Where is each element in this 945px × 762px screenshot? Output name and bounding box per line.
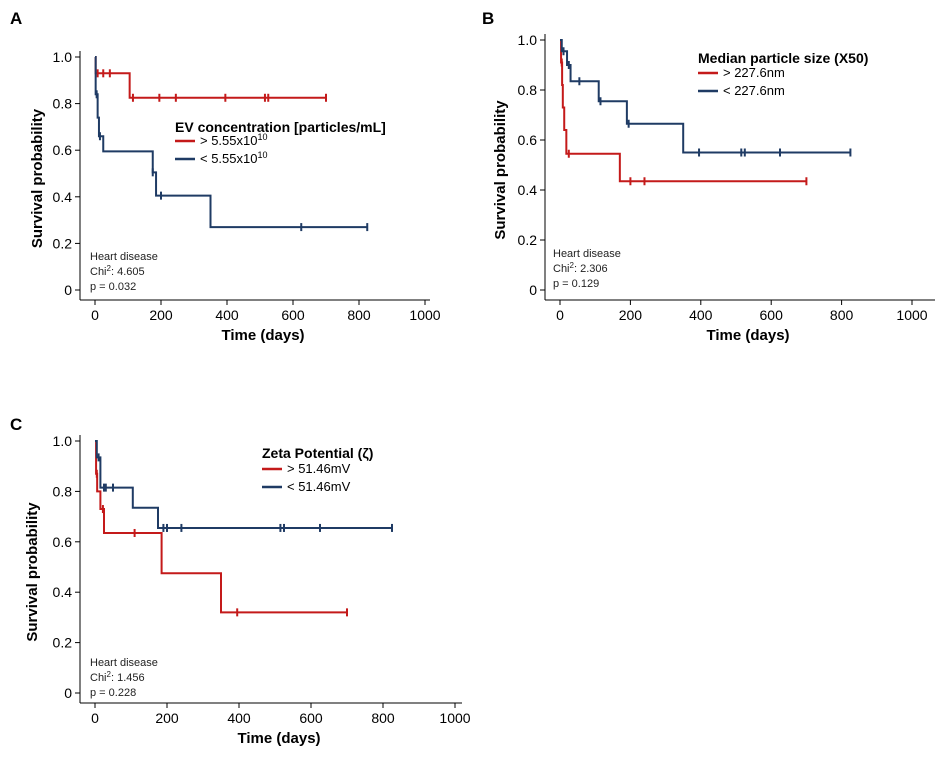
panel-b-y-label: Survival probability — [492, 100, 509, 240]
panel-a-stats-disease: Heart disease — [90, 251, 158, 263]
panel-a-y-tick-label: 0.8 — [53, 96, 73, 112]
panel-b-letter: B — [482, 9, 494, 28]
panel-c-x-tick-label: 800 — [371, 710, 395, 726]
panel-a-legend-label: > 5.55x1010 — [200, 132, 267, 148]
panel-c-series-blue-line — [95, 440, 392, 529]
panel-b-stats-chi: Chi2: 2.306 — [553, 261, 608, 275]
panel-c-y-tick-label: 1.0 — [53, 433, 73, 449]
panel-b-y-tick-label: 0.4 — [518, 182, 538, 198]
panel-b-y-tick-label: 0.2 — [518, 232, 538, 248]
panel-c-x-tick-label: 0 — [91, 710, 99, 726]
panel-a-x-tick-label: 600 — [281, 307, 305, 323]
panel-c-y-tick-label: 0.8 — [53, 483, 73, 499]
panel-a-x-tick-label: 800 — [347, 307, 371, 323]
panel-b-x-label: Time (days) — [706, 327, 789, 344]
panel-c-y-tick-label: 0.6 — [53, 534, 73, 550]
panel-b-legend-label: < 227.6nm — [723, 83, 785, 98]
panel-b-y-tick-label: 0 — [529, 282, 537, 298]
panel-c-stats-disease: Heart disease — [90, 657, 158, 669]
panel-c-y-label: Survival probability — [24, 502, 41, 642]
panel-c-x-label: Time (days) — [237, 730, 320, 747]
panel-a-legend-title: EV concentration [particles/mL] — [175, 119, 386, 135]
panel-b-x-tick-label: 600 — [760, 307, 784, 323]
panel-c-x-tick-label: 200 — [155, 710, 179, 726]
panel-c-letter: C — [10, 415, 22, 434]
panel-c-legend-label: > 51.46mV — [287, 461, 351, 476]
panel-b-legend-label: > 227.6nm — [723, 65, 785, 80]
panel-a-y-tick-label: 1.0 — [53, 49, 73, 65]
panel-a-x-tick-label: 400 — [215, 307, 239, 323]
panel-a-x-label: Time (days) — [221, 327, 304, 344]
panel-a-x-tick-label: 200 — [149, 307, 173, 323]
panel-b-stats-disease: Heart disease — [553, 248, 621, 260]
panel-c-x-tick-label: 400 — [227, 710, 251, 726]
panel-b-legend-title: Median particle size (X50) — [698, 50, 868, 66]
panel-b-stats-pval: p = 0.129 — [553, 278, 599, 290]
panel-c-y-tick-label: 0 — [64, 685, 72, 701]
panel-c-x-tick-label: 600 — [299, 710, 323, 726]
panel-b-x-tick-label: 400 — [689, 307, 713, 323]
panel-a-stats-chi: Chi2: 4.605 — [90, 264, 145, 278]
panel-b-x-tick-label: 200 — [619, 307, 643, 323]
panel-a-x-tick-label: 1000 — [409, 307, 440, 323]
panel-a-y-tick-label: 0.4 — [53, 189, 73, 205]
panel-a-y-label: Survival probability — [29, 108, 46, 248]
panel-b-y-tick-label: 0.6 — [518, 132, 538, 148]
panel-a-letter: A — [10, 9, 22, 28]
panel-c: C 0 200 400 600 800 1000 0 0.2 0.4 0.6 0.8 1.0 Time (… — [10, 415, 471, 747]
panel-b-x-tick-label: 1000 — [896, 307, 927, 323]
panel-b-x-tick-label: 0 — [556, 307, 564, 323]
panel-c-legend-label: < 51.46mV — [287, 479, 351, 494]
panel-a-y-tick-label: 0.6 — [53, 142, 73, 158]
panel-c-stats-chi: Chi2: 1.456 — [90, 670, 145, 684]
panel-a-stats-pval: p = 0.032 — [90, 281, 136, 293]
panel-b: B 0 200 400 600 800 1000 0 0.2 0.4 0.6 0.8 1.0 Time (… — [482, 9, 935, 344]
panel-b-y-tick-label: 0.8 — [518, 82, 538, 98]
panel-a-x-tick-label: 0 — [91, 307, 99, 323]
panel-c-y-tick-label: 0.4 — [53, 584, 73, 600]
panel-b-x-tick-label: 800 — [830, 307, 854, 323]
panel-a-legend-label: < 5.55x1010 — [200, 150, 267, 166]
panel-a-series-red-line — [94, 56, 326, 99]
panel-a: A 0 200 400 600 800 1000 0 0.2 0.4 0.6 0.8 1.0 Time (… — [10, 9, 441, 344]
panel-c-x-tick-label: 1000 — [439, 710, 470, 726]
panel-c-y-tick-label: 0.2 — [53, 635, 73, 651]
panel-c-legend-title: Zeta Potential (ζ) — [262, 445, 373, 461]
panel-a-y-tick-label: 0.2 — [53, 235, 73, 251]
panel-b-y-tick-label: 1.0 — [518, 32, 538, 48]
panel-c-stats-pval: p = 0.228 — [90, 687, 136, 699]
panel-a-y-tick-label: 0 — [64, 282, 72, 298]
